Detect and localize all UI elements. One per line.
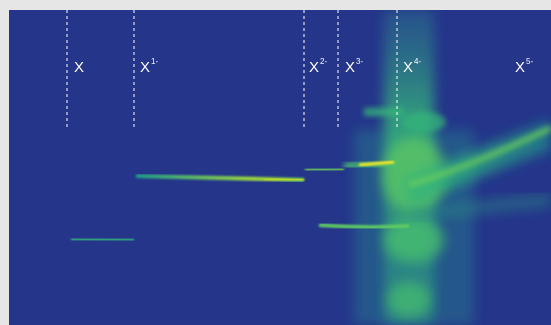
sweep-band	[404, 120, 551, 222]
region-label-x5: X5-	[515, 57, 534, 76]
region-label-x2: X2-	[309, 57, 328, 76]
spectrogram-panel: X X1- X2- X3- X4- X5-	[9, 10, 551, 325]
region-label-x: X	[74, 59, 85, 76]
divider-lines	[66, 10, 398, 128]
spectrogram-image	[9, 10, 551, 325]
region-label-x4: X4-	[403, 57, 422, 76]
region-label-x3: X3-	[345, 57, 364, 76]
region-label-x1: X1-	[140, 57, 159, 76]
trace-lines	[70, 160, 410, 242]
